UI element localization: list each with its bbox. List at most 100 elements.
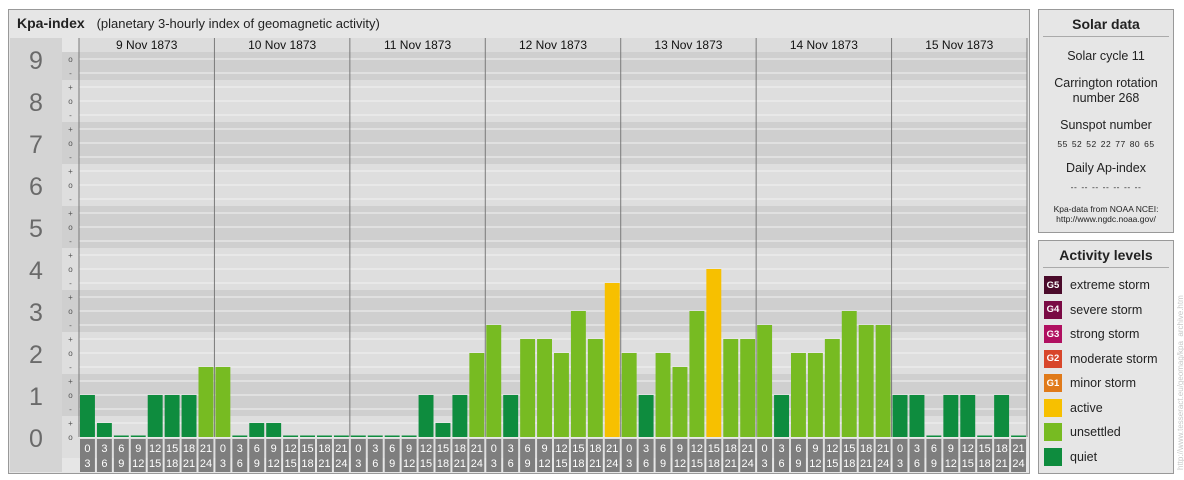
y-minor-label: o <box>68 55 73 64</box>
interval-label: 9 <box>812 443 818 455</box>
interval-label-box <box>384 439 400 472</box>
interval-label-box <box>350 439 366 472</box>
y-minor-label: o <box>68 391 73 400</box>
y-tick-label: 0 <box>29 425 43 453</box>
interval-label: 3 <box>84 458 90 470</box>
interval-label: 12 <box>149 443 161 455</box>
ap-value: -- <box>1124 182 1131 192</box>
interval-label: 9 <box>525 458 531 470</box>
interval-label: 6 <box>508 458 514 470</box>
kpa-bar <box>266 423 282 437</box>
kpa-bar <box>401 435 417 437</box>
interval-label: 12 <box>284 443 296 455</box>
solar-cycle: Solar cycle 11 <box>1067 49 1145 63</box>
interval-label: 18 <box>995 443 1007 455</box>
interval-label: 6 <box>931 443 937 455</box>
interval-label-box <box>977 439 993 472</box>
level-label: strong storm <box>1070 327 1140 341</box>
interval-label-box <box>249 439 265 472</box>
interval-label: 12 <box>538 458 550 470</box>
kpa-bar <box>113 435 129 437</box>
interval-label: 15 <box>843 443 855 455</box>
interval-label: 21 <box>742 443 754 455</box>
interval-label: 12 <box>826 443 838 455</box>
interval-label: 0 <box>84 443 90 455</box>
y-minor-label: o <box>68 433 73 442</box>
interval-label-box <box>909 439 925 472</box>
interval-label-box <box>317 439 332 472</box>
interval-label: 18 <box>183 443 195 455</box>
activity-level-extreme-storm: G5 extreme storm <box>1044 275 1150 295</box>
kpa-bar <box>587 339 603 437</box>
carrington-line-2: number 268 <box>1072 91 1140 105</box>
interval-label-box <box>266 439 282 472</box>
interval-label: 6 <box>525 443 531 455</box>
y-minor-label: o <box>68 223 73 232</box>
interval-label: 9 <box>931 458 937 470</box>
level-label: minor storm <box>1070 376 1136 390</box>
kpa-bar <box>283 435 299 437</box>
sunspot-label: Sunspot number <box>1060 118 1152 132</box>
level-swatch: G5 <box>1044 276 1062 294</box>
y-minor-label: - <box>69 363 72 372</box>
kpa-bar <box>147 395 163 437</box>
carrington-rotation: Carrington rotation number 268 <box>1039 76 1173 106</box>
interval-label-box <box>706 439 722 472</box>
kpa-bar <box>317 435 332 437</box>
level-swatch: G4 <box>1044 300 1062 319</box>
interval-label: 12 <box>809 458 821 470</box>
y-tick-label: 5 <box>29 215 43 243</box>
kpa-bar <box>875 324 891 437</box>
ap-value: -- <box>1102 182 1110 192</box>
interval-label-box <box>587 439 603 472</box>
interval-label: 6 <box>389 443 395 455</box>
interval-label: 9 <box>271 443 277 455</box>
source-link[interactable]: http://www.ngdc.noaa.gov/ <box>1056 214 1156 224</box>
interval-label: 12 <box>268 458 280 470</box>
interval-label: 21 <box>860 458 872 470</box>
interval-label-box <box>672 439 688 472</box>
interval-label-box <box>858 439 874 472</box>
interval-label: 6 <box>118 443 124 455</box>
kpa-bar <box>824 339 840 437</box>
chart-title-row: Kpa-index (planetary 3-hourly index of g… <box>17 15 380 31</box>
sunspot-value: 52 <box>1086 139 1097 149</box>
interval-label-box <box>689 439 705 472</box>
interval-label: 0 <box>762 443 768 455</box>
source-line-1: Kpa-data from NOAA NCEI: <box>1053 204 1159 214</box>
kpa-bar <box>723 339 739 437</box>
band-9 <box>62 52 1027 80</box>
interval-label: 9 <box>948 443 954 455</box>
interval-label: 3 <box>762 458 768 470</box>
interval-label-box <box>418 439 434 472</box>
credit-text: http://www.tesseract.eu/geomag/kpa_archi… <box>1176 295 1184 470</box>
interval-label: 18 <box>166 458 178 470</box>
interval-label-box <box>96 439 112 472</box>
level-label: moderate storm <box>1070 351 1158 366</box>
interval-label: 15 <box>826 458 838 470</box>
interval-label: 18 <box>725 443 737 455</box>
activity-level-active: active <box>1044 398 1103 418</box>
day-label: 14 Nov 1873 <box>790 38 858 52</box>
interval-label: 9 <box>541 443 547 455</box>
interval-label: 15 <box>708 443 720 455</box>
interval-label: 0 <box>220 443 226 455</box>
ap-value: -- <box>1134 182 1142 192</box>
interval-label: 21 <box>725 458 737 470</box>
interval-label: 6 <box>660 443 666 455</box>
interval-label-box <box>401 439 417 472</box>
interval-label-box <box>570 439 586 472</box>
interval-label-box <box>621 439 637 472</box>
y-minor-label: + <box>68 335 73 344</box>
interval-label: 15 <box>149 458 161 470</box>
interval-label: 6 <box>914 458 920 470</box>
kpa-bar <box>435 423 451 437</box>
interval-label-box <box>147 439 163 472</box>
kpa-bar <box>960 395 976 437</box>
activity-level-unsettled: unsettled <box>1044 422 1121 442</box>
interval-label: 3 <box>643 443 649 455</box>
level-swatch: G3 <box>1044 325 1062 343</box>
kpa-bar <box>181 395 197 437</box>
interval-label: 21 <box>183 458 195 470</box>
activity-levels-heading: Activity levels <box>1043 241 1169 268</box>
